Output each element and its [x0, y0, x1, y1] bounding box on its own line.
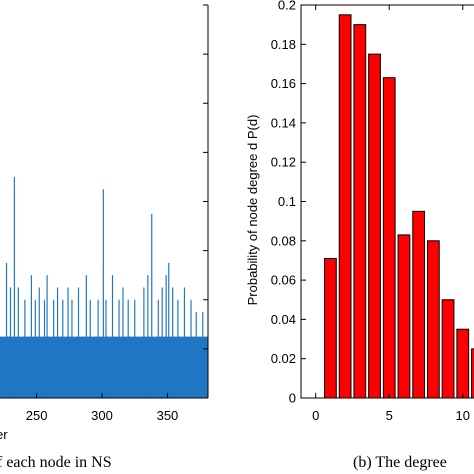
- panel-a-bar: [43, 299, 46, 398]
- panel-a-bar: [134, 299, 136, 398]
- panel-a-bar: [9, 287, 12, 398]
- panel-a-bar: [71, 299, 73, 398]
- panel-a-bar: [67, 287, 69, 398]
- panel-b-y-tick-label: 0.1: [278, 194, 296, 209]
- panel-b-y-tick-label: 0.04: [271, 312, 296, 327]
- panel-a-bar: [30, 275, 32, 398]
- panel-a-bar: [147, 275, 149, 398]
- panel-b-y-tick-label: 0.18: [271, 37, 296, 52]
- panel-b-bars: [324, 14, 474, 399]
- panel-a-bar: [102, 189, 104, 398]
- panel-a-y-ticks: [203, 4, 208, 350]
- panel-b-y-tick-label: 0.02: [271, 351, 296, 366]
- panel-a-bar: [202, 312, 204, 398]
- panel-a-bar: [77, 287, 80, 398]
- panel-a-bar: [190, 299, 192, 398]
- panel-a-bar: [111, 275, 114, 398]
- panel-a-bar: [168, 262, 170, 398]
- panel-b-bar: [338, 14, 352, 399]
- panel-a-x-tick-label: 300: [91, 408, 113, 423]
- panel-a: 250 300 350 er f each node in NS: [0, 4, 209, 471]
- panel-a-bar: [5, 262, 8, 398]
- panel-b-y-tick-label: 0.14: [271, 115, 296, 130]
- panel-b-x-tick-label: 0: [312, 408, 319, 423]
- panel-a-x-tick-label: 250: [26, 408, 48, 423]
- panel-a-bar: [97, 299, 99, 398]
- panel-b-bar: [397, 234, 411, 399]
- panel-b-y-tick-label: 0.06: [271, 273, 296, 288]
- panel-b-bar: [412, 210, 426, 399]
- panel-b-y-tick-label: 0.12: [271, 155, 296, 170]
- panel-b-bar: [324, 257, 337, 399]
- panel-a-bar: [118, 299, 120, 398]
- panel-a-bar: [85, 275, 87, 398]
- panel-a-bar: [24, 299, 26, 398]
- panel-a-bar: [122, 287, 124, 398]
- panel-b-bar: [368, 53, 381, 399]
- panel-b: 00.020.040.060.080.10.120.140.160.180.2 …: [245, 0, 474, 471]
- panel-b-x-tick-label: 5: [386, 408, 393, 423]
- panel-a-caption: f each node in NS: [0, 454, 112, 471]
- panel-a-bar: [13, 176, 15, 398]
- panel-b-x-tick-label: 10: [456, 408, 470, 423]
- panel-a-bar: [34, 299, 36, 398]
- panel-b-y-tick-label: 0.16: [271, 76, 296, 91]
- panel-a-bar: [89, 299, 91, 398]
- panel-a-bar: [105, 299, 107, 398]
- panel-b-bar: [471, 348, 474, 399]
- panel-a-bar: [151, 213, 153, 398]
- panel-a-bar: [195, 312, 197, 398]
- panel-b-y-ticks: 0 0.02 0.04 0.06 0.08 0.1 0.12 0.14 0.16 0.18 0.2: [271, 0, 306, 406]
- panel-b-bar: [353, 24, 367, 399]
- panel-b-bar: [456, 328, 470, 399]
- panel-a-bar: [143, 287, 145, 398]
- panel-a-bars: [0, 176, 208, 398]
- panel-a-bar: [53, 299, 55, 398]
- panel-b-y-tick-label: 0.2: [278, 0, 296, 13]
- panel-a-bar: [62, 299, 64, 398]
- panel-b-bar: [382, 77, 396, 399]
- panel-a-bar: [183, 287, 186, 398]
- panel-a-bar: [165, 275, 167, 398]
- panel-a-bar: [56, 287, 59, 398]
- panel-a-bar: [38, 287, 40, 398]
- panel-b-caption: (b) The degree: [353, 454, 447, 471]
- panel-a-bar: [127, 299, 129, 398]
- panel-a-baseline-bars: [0, 336, 208, 398]
- panel-a-bar: [177, 299, 179, 398]
- panel-a-x-ticks: 250 300 350: [26, 393, 179, 423]
- panel-a-bar: [172, 287, 174, 398]
- panel-b-bar: [426, 240, 440, 399]
- panel-a-bar: [161, 287, 163, 398]
- panel-b-bar: [441, 299, 455, 399]
- panel-b-y-axis-title: Probability of node degree d P(d): [245, 115, 260, 306]
- panel-a-bar: [46, 275, 48, 398]
- panel-a-bar: [17, 287, 19, 398]
- panel-a-bar: [157, 299, 159, 398]
- panel-a-x-axis-title: er: [0, 427, 8, 442]
- panel-b-y-tick-label: 0: [289, 391, 296, 406]
- panel-b-x-ticks: 0 5 10: [312, 5, 470, 423]
- panel-b-y-tick-label: 0.08: [271, 233, 296, 248]
- panel-a-x-tick-label: 350: [157, 408, 179, 423]
